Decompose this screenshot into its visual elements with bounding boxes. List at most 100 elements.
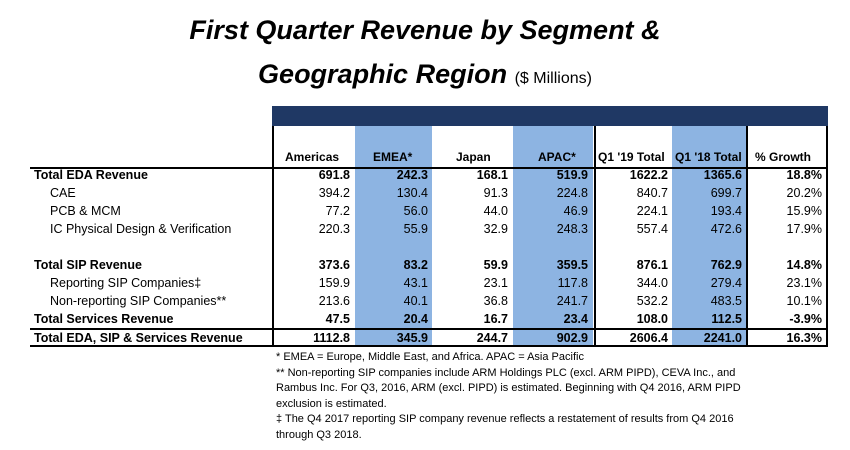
- cell-americas: 47.5: [325, 312, 350, 326]
- grand-total-rule-bottom: [30, 345, 828, 347]
- cell-japan: 59.9: [483, 258, 508, 272]
- cell-apac: 46.9: [563, 204, 588, 218]
- cell-q1-19-total: 344.0: [636, 276, 668, 290]
- row-label: Total EDA, SIP & Services Revenue: [34, 331, 243, 345]
- column-divider-growth: [746, 126, 748, 347]
- subtitle-text: Geographic Region: [258, 59, 508, 89]
- table-row: PCB & MCM 77.2 56.0 44.0 46.9 224.1 193.4 15.9%: [0, 204, 850, 222]
- cell-japan: 244.7: [476, 331, 508, 345]
- footnote-line: exclusion is estimated.: [276, 397, 387, 410]
- header-rule: [30, 167, 828, 169]
- cell-q1-18-total: 193.4: [710, 204, 742, 218]
- table-header-bar: [272, 106, 828, 126]
- cell-americas: 159.9: [318, 276, 350, 290]
- emea-column-highlight: [355, 126, 432, 347]
- row-label: CAE: [50, 186, 76, 200]
- cell-japan: 32.9: [483, 222, 508, 236]
- cell-q1-19-total: 840.7: [636, 186, 668, 200]
- cell-americas: 394.2: [318, 186, 350, 200]
- cell-japan: 36.8: [483, 294, 508, 308]
- page-title: First Quarter Revenue by Segment &: [189, 15, 661, 45]
- cell-emea: 40.1: [403, 294, 428, 308]
- table-row: Total SIP Revenue 373.6 83.2 59.9 359.5 876.1…: [0, 258, 850, 276]
- cell-japan: 44.0: [483, 204, 508, 218]
- cell-americas: 691.8: [318, 168, 350, 182]
- cell-apac: 224.8: [556, 186, 588, 200]
- column-header-growth: % Growth: [755, 150, 811, 164]
- cell-americas: 220.3: [318, 222, 350, 236]
- column-header-emea: EMEA*: [373, 150, 413, 164]
- cell-q1-18-total: 112.5: [711, 312, 742, 326]
- footnote-line: Rambus Inc. For Q3, 2016, ARM (excl. PIP…: [276, 382, 741, 394]
- column-header-apac: APAC*: [538, 150, 576, 164]
- cell-japan: 91.3: [483, 186, 508, 200]
- table-row: Reporting SIP Companies‡ 159.9 43.1 23.1 117…: [0, 276, 850, 294]
- cell-growth: 14.8%: [786, 258, 822, 272]
- cell-americas: 77.2: [325, 204, 350, 218]
- cell-growth: -3.9%: [789, 312, 822, 326]
- row-label: Total EDA Revenue: [34, 168, 148, 182]
- cell-q1-19-total: 876.1: [636, 258, 668, 272]
- cell-apac: 248.3: [556, 222, 588, 236]
- column-divider-totals: [594, 126, 596, 347]
- row-label: Total SIP Revenue: [34, 258, 142, 272]
- footnote-line: through Q3 2018.: [276, 428, 362, 441]
- column-header-q1-19-total: Q1 '19 Total: [598, 150, 665, 164]
- row-label: Non-reporting SIP Companies**: [50, 294, 227, 308]
- cell-q1-18-total: 472.6: [710, 222, 742, 236]
- cell-apac: 117.8: [557, 276, 588, 290]
- cell-apac: 519.9: [556, 168, 588, 182]
- row-label: Reporting SIP Companies‡: [50, 276, 202, 290]
- cell-emea: 20.4: [403, 312, 428, 326]
- row-label: IC Physical Design & Verification: [50, 222, 232, 236]
- cell-q1-18-total: 1365.6: [703, 168, 742, 182]
- cell-growth: 16.3%: [786, 331, 822, 345]
- page-subtitle: Geographic Region ($ Millions): [0, 58, 850, 95]
- cell-japan: 23.1: [483, 276, 508, 290]
- cell-emea: 55.9: [403, 222, 428, 236]
- column-header-americas: Americas: [285, 150, 340, 164]
- q1-18-total-column-highlight: [672, 126, 746, 347]
- cell-japan: 16.7: [483, 312, 508, 326]
- cell-q1-19-total: 224.1: [636, 204, 668, 218]
- cell-emea: 345.9: [396, 331, 428, 345]
- footnote-line: * EMEA = Europe, Middle East, and Africa…: [276, 351, 584, 363]
- cell-emea: 83.2: [403, 258, 428, 272]
- cell-q1-18-total: 762.9: [710, 258, 742, 272]
- cell-growth: 15.9%: [786, 204, 822, 218]
- column-header-q1-18-total: Q1 '18 Total: [675, 150, 742, 164]
- cell-growth: 20.2%: [786, 186, 822, 200]
- cell-q1-19-total: 108.0: [636, 312, 668, 326]
- units-label: ($ Millions): [514, 70, 592, 87]
- table-row: CAE 394.2 130.4 91.3 224.8 840.7 699.7 20.2%: [0, 186, 850, 204]
- cell-japan: 168.1: [476, 168, 508, 182]
- footnotes: * EMEA = Europe, Middle East, and Africa…: [276, 350, 826, 443]
- cell-americas: 213.6: [318, 294, 350, 308]
- cell-americas: 1112.8: [313, 331, 350, 345]
- cell-q1-18-total: 699.7: [710, 186, 742, 200]
- column-header-japan: Japan: [456, 150, 491, 164]
- table-row: Total EDA Revenue 691.8 242.3 168.1 519.9 162…: [0, 168, 850, 186]
- footnote-line: ** Non-reporting SIP companies include A…: [276, 366, 736, 379]
- cell-growth: 10.1%: [786, 294, 822, 308]
- cell-emea: 56.0: [403, 204, 428, 218]
- cell-q1-19-total: 2606.4: [629, 331, 668, 345]
- row-label: Total Services Revenue: [34, 312, 174, 326]
- cell-q1-19-total: 1622.2: [629, 168, 668, 182]
- cell-apac: 23.4: [563, 312, 588, 326]
- table-row: IC Physical Design & Verification 220.3 55…: [0, 222, 850, 240]
- cell-emea: 242.3: [396, 168, 428, 182]
- row-label: PCB & MCM: [50, 204, 121, 218]
- table-row: Total EDA, SIP & Services Revenue 1112.8 3…: [0, 331, 850, 349]
- cell-apac: 359.5: [556, 258, 588, 272]
- cell-americas: 373.6: [318, 258, 350, 272]
- cell-q1-18-total: 279.4: [710, 276, 742, 290]
- cell-apac: 902.9: [556, 331, 588, 345]
- cell-emea: 43.1: [403, 276, 428, 290]
- footnote-line: ‡ The Q4 2017 reporting SIP company reve…: [276, 413, 734, 425]
- cell-growth: 23.1%: [786, 276, 822, 290]
- cell-q1-19-total: 557.4: [636, 222, 668, 236]
- table-border-left: [272, 126, 274, 347]
- cell-apac: 241.7: [556, 294, 588, 308]
- cell-q1-18-total: 483.5: [710, 294, 742, 308]
